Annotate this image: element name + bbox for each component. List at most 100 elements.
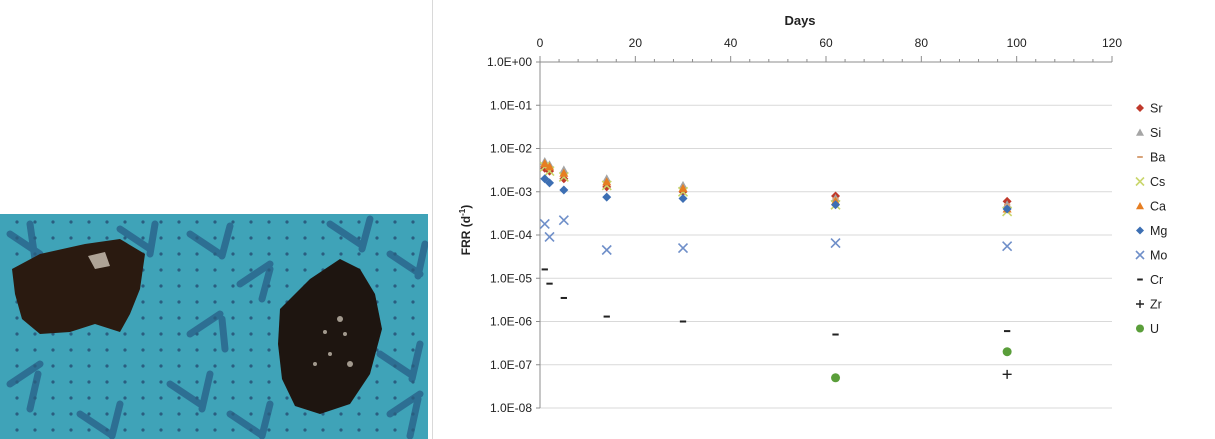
photo-dot <box>123 348 127 352</box>
photo-dot <box>195 412 199 416</box>
photo-dot <box>393 268 397 272</box>
y-tick-label: 1.0E-05 <box>490 271 532 285</box>
photo-dot <box>249 348 253 352</box>
point-cs <box>558 171 569 183</box>
photo-dot <box>393 252 397 256</box>
photo-dot <box>159 252 163 256</box>
photo-dot <box>285 428 289 432</box>
point-mo <box>830 238 841 249</box>
photo-dot <box>411 284 415 288</box>
photo-dot <box>231 300 235 304</box>
photo-dot <box>177 220 181 224</box>
point-mg <box>602 192 612 202</box>
photo-dot <box>267 412 271 416</box>
photo-dot <box>249 236 253 240</box>
photo-dot <box>159 236 163 240</box>
photo-dot <box>141 316 145 320</box>
photo-dot <box>105 412 109 416</box>
photo-dot <box>159 380 163 384</box>
photo-dot <box>69 348 73 352</box>
photo-dot <box>177 236 181 240</box>
point-mg <box>831 200 841 210</box>
point-cs <box>601 180 612 191</box>
photo-dot <box>231 428 235 432</box>
photo-dot <box>249 380 253 384</box>
photo-dot <box>357 252 361 256</box>
x-tick-label: 60 <box>819 36 833 50</box>
photo-dot <box>231 252 235 256</box>
photo-dot <box>177 284 181 288</box>
legend-label-ca: Ca <box>1150 200 1166 214</box>
sample-left-highlight <box>88 252 110 269</box>
photo-dot <box>303 236 307 240</box>
photo-dot <box>321 236 325 240</box>
sample-left <box>12 239 145 334</box>
y-axis-title-sup: -1 <box>458 208 467 216</box>
photo-dot <box>51 332 55 336</box>
photo-dot <box>177 364 181 368</box>
photo-dot <box>159 284 163 288</box>
photo-dot <box>231 396 235 400</box>
photo-dot <box>195 268 199 272</box>
axes <box>536 56 1113 409</box>
sample-right <box>278 259 382 414</box>
photo-dot <box>195 380 199 384</box>
photo-dot <box>141 284 145 288</box>
photo-dot <box>141 332 145 336</box>
photo-dot <box>33 252 37 256</box>
photo-dot <box>177 332 181 336</box>
photo-dot <box>87 348 91 352</box>
photo-dot <box>285 284 289 288</box>
photo-dot <box>231 348 235 352</box>
photo-dot <box>87 412 91 416</box>
photo-dot <box>15 220 19 224</box>
photo-dot <box>321 252 325 256</box>
photo-dot <box>33 380 37 384</box>
sample-right-highlights <box>313 316 353 367</box>
photo-dot <box>231 236 235 240</box>
photo-dot <box>249 252 253 256</box>
photo-dot <box>177 316 181 320</box>
point-ca <box>602 177 612 186</box>
legend-label-cr: Cr <box>1150 273 1163 287</box>
photo-dot <box>87 380 91 384</box>
photo-dot <box>123 220 127 224</box>
photo-dot <box>411 236 415 240</box>
photo-dot <box>15 412 19 416</box>
legend-label-mo: Mo <box>1150 249 1167 263</box>
photo-dot <box>195 332 199 336</box>
photo-dot <box>177 252 181 256</box>
photo-dot <box>177 412 181 416</box>
y-tick-label: 1.0E-04 <box>490 228 532 242</box>
photo-dot <box>33 364 37 368</box>
point-mg <box>559 185 569 195</box>
point-ca <box>678 183 688 192</box>
photo-dot <box>15 364 19 368</box>
photo-dot <box>357 428 361 432</box>
y-tick-label: 1.0E-01 <box>490 98 532 112</box>
legend-label-u: U <box>1150 322 1159 336</box>
legend: Sr Si Ba Cs Ca Mg Mo Cr Zr U <box>1135 102 1167 336</box>
photo-dot <box>69 412 73 416</box>
photo-dot <box>213 364 217 368</box>
photo-dot <box>123 236 127 240</box>
photo-dot <box>339 220 343 224</box>
photo-dot <box>159 364 163 368</box>
photo-dot <box>213 348 217 352</box>
photo-dot <box>105 348 109 352</box>
legend-label-sr: Sr <box>1150 102 1163 116</box>
photo-dot <box>393 220 397 224</box>
photo-dot <box>159 332 163 336</box>
photo-dot <box>33 396 37 400</box>
photo-dot <box>141 348 145 352</box>
photo-dot <box>69 332 73 336</box>
photo-dot <box>33 332 37 336</box>
photo-dot <box>249 412 253 416</box>
photo-dot <box>51 220 55 224</box>
photo-dot <box>231 268 235 272</box>
legend-marker-si <box>1136 128 1144 136</box>
photo-dot <box>213 316 217 320</box>
photo-dot <box>411 268 415 272</box>
photo-dot <box>411 396 415 400</box>
photo-dot <box>159 428 163 432</box>
